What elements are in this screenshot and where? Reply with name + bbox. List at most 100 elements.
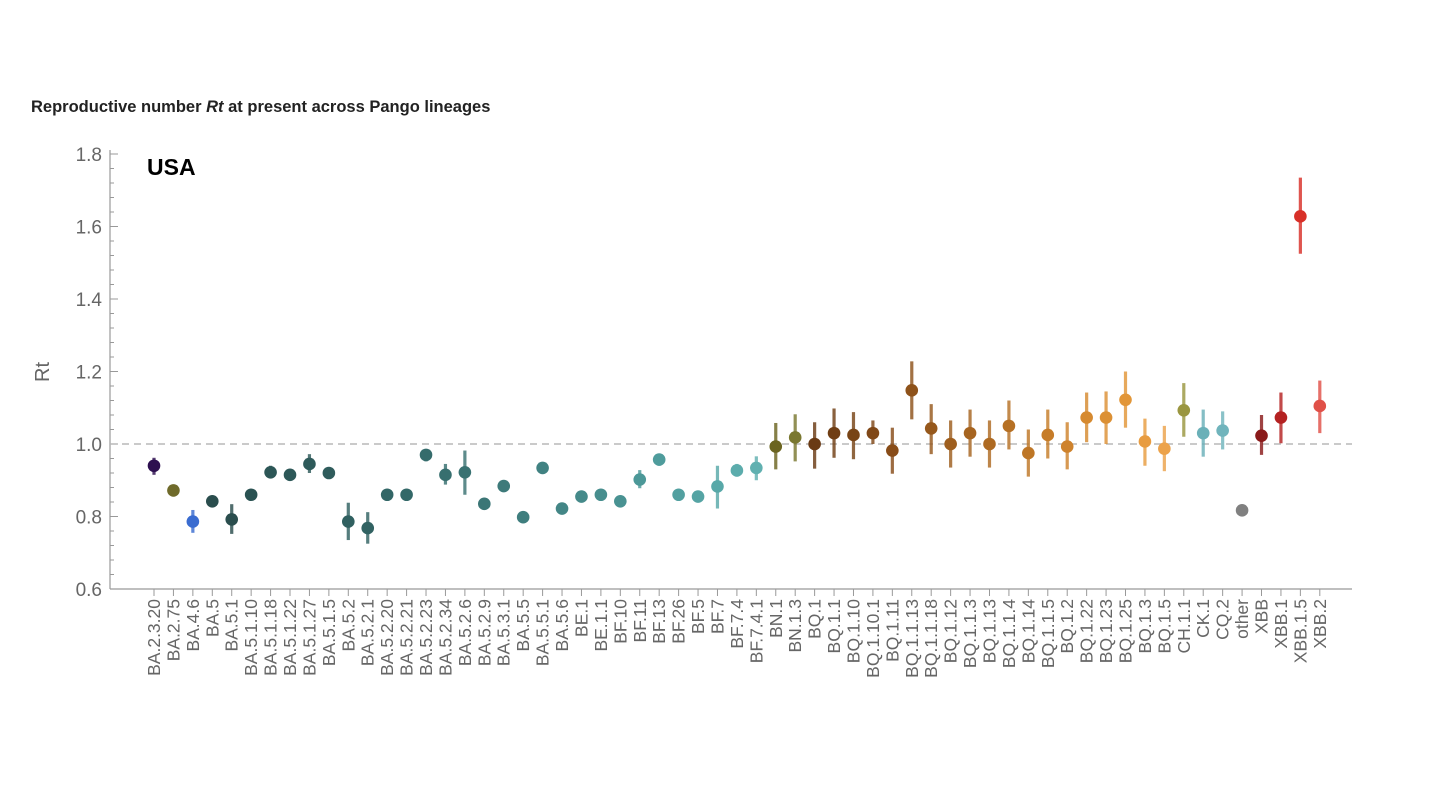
data-point — [614, 494, 627, 508]
data-point — [205, 494, 219, 508]
data-point — [1138, 435, 1152, 448]
x-tick-label: XBB.1 — [1271, 599, 1291, 649]
data-point — [303, 457, 316, 471]
x-tick-label: BA.5.1.22 — [280, 599, 300, 676]
data-point — [905, 384, 919, 397]
data-point — [1216, 424, 1229, 437]
data-point — [1060, 440, 1074, 453]
x-tick-label: BA.5.1 — [222, 599, 242, 652]
x-tick-label: BA.5.6 — [552, 599, 572, 652]
data-point — [1080, 411, 1093, 424]
x-tick-label: BF.7.4 — [727, 599, 747, 649]
x-tick-label: BQ.1.1.13 — [902, 599, 922, 678]
x-tick-label: BQ.1.1.18 — [921, 599, 941, 678]
data-point — [691, 490, 705, 503]
x-tick-label: BF.10 — [610, 599, 630, 644]
y-axis-label: Rt — [32, 362, 54, 382]
chart-title-suffix: at present across Pango lineages — [223, 98, 491, 116]
data-point — [633, 473, 647, 486]
data-point — [1099, 411, 1113, 424]
x-tick-label: BF.7.4.1 — [746, 599, 766, 663]
x-tick-label: BQ.1.12 — [941, 599, 961, 663]
data-point — [516, 510, 530, 524]
x-tick-label: CK.1 — [1193, 599, 1213, 638]
x-tick-label: BA.5.2 — [338, 599, 358, 652]
data-point — [652, 453, 666, 466]
data-point — [380, 488, 394, 502]
data-point — [322, 466, 336, 480]
data-point — [575, 490, 588, 503]
x-tick-label: BA.5.1.18 — [261, 599, 281, 676]
data-point — [244, 488, 258, 502]
x-tick-label: BA.5 — [202, 599, 222, 637]
x-tick-labels: BA.2.3.20 BA.2.75 BA.4.6 BA.5 BA.5.1 BA.5.1.1… — [144, 589, 1330, 678]
x-tick-label: BF.11 — [630, 599, 650, 642]
data-point — [497, 479, 511, 493]
x-tick-label: BQ.1.23 — [1096, 599, 1116, 663]
chart-title-emphasis: Rt — [206, 98, 224, 116]
x-tick-label: BA.5.2.1 — [358, 599, 378, 666]
x-tick-label: XBB.2 — [1310, 599, 1330, 649]
x-tick-label: BQ.1 — [805, 599, 825, 639]
y-tick-label: 0.8 — [76, 508, 102, 529]
x-tick-label: BA.5.5 — [513, 599, 533, 652]
panel-label: USA — [147, 154, 196, 180]
data-point — [225, 513, 239, 526]
x-tick-label: BF.13 — [649, 599, 669, 644]
data-marks — [147, 177, 1327, 544]
x-tick-label: BQ.1.1.5 — [1038, 599, 1058, 668]
x-tick-label: BQ.1.25 — [1116, 599, 1136, 663]
data-point — [1196, 426, 1210, 440]
x-tick-label: BN.1 — [766, 599, 786, 638]
data-point — [478, 497, 491, 511]
x-tick-label: BA.5.2.34 — [435, 599, 455, 676]
x-tick-label: XBB — [1252, 599, 1272, 634]
data-point — [924, 422, 938, 435]
data-point — [536, 461, 549, 475]
x-tick-label: BQ.1.13 — [979, 599, 999, 663]
x-tick-label: BA.5.2.20 — [377, 599, 397, 676]
x-tick-label: BN.1.3 — [785, 599, 805, 653]
x-tick-label: BA.5.1.27 — [299, 599, 319, 676]
chart-title-prefix: Reproductive number — [31, 98, 207, 116]
data-point — [750, 461, 763, 475]
data-point — [983, 437, 996, 451]
x-tick-label: CH.1.1 — [1174, 599, 1194, 653]
x-tick-label: XBB.1.5 — [1290, 599, 1310, 663]
data-point — [886, 444, 899, 457]
y-tick-label: 1.6 — [76, 218, 102, 239]
data-point — [283, 468, 297, 482]
x-tick-label: BQ.1.2 — [1057, 599, 1077, 653]
x-tick-label: BQ.1.11 — [882, 599, 902, 662]
x-tick-label: BF.26 — [669, 599, 689, 644]
data-point — [866, 426, 880, 440]
chart-title: Reproductive number Rt at present across… — [31, 98, 490, 117]
data-point — [439, 468, 452, 482]
x-tick-label: BA.5.1.5 — [319, 599, 339, 666]
x-tick-label: BQ.1.3 — [1135, 599, 1155, 653]
x-tick-label: BA.2.3.20 — [144, 599, 164, 676]
data-point — [827, 426, 841, 440]
data-point — [1177, 403, 1191, 417]
data-point — [342, 515, 355, 528]
data-point — [1041, 428, 1055, 442]
axes-layer — [109, 150, 1352, 590]
data-point — [769, 440, 783, 453]
x-tick-label: other — [1232, 599, 1252, 639]
data-point — [1235, 504, 1249, 517]
data-point — [808, 437, 821, 451]
x-tick-label: BQ.1.22 — [1077, 599, 1097, 663]
data-point — [167, 484, 180, 497]
data-point — [730, 464, 744, 477]
data-point — [555, 502, 569, 515]
x-tick-label: BA.5.2.21 — [397, 599, 417, 676]
x-tick-label: BQ.1.1.3 — [960, 599, 980, 668]
x-tick-label: BA.5.2.9 — [474, 599, 494, 666]
x-tick-label: BQ.1.14 — [1018, 599, 1038, 663]
data-point — [1274, 411, 1288, 424]
data-point — [458, 465, 472, 479]
x-tick-label: BF.5 — [688, 599, 708, 634]
data-point — [788, 431, 802, 444]
x-tick-label: BE.1.1 — [591, 599, 611, 652]
